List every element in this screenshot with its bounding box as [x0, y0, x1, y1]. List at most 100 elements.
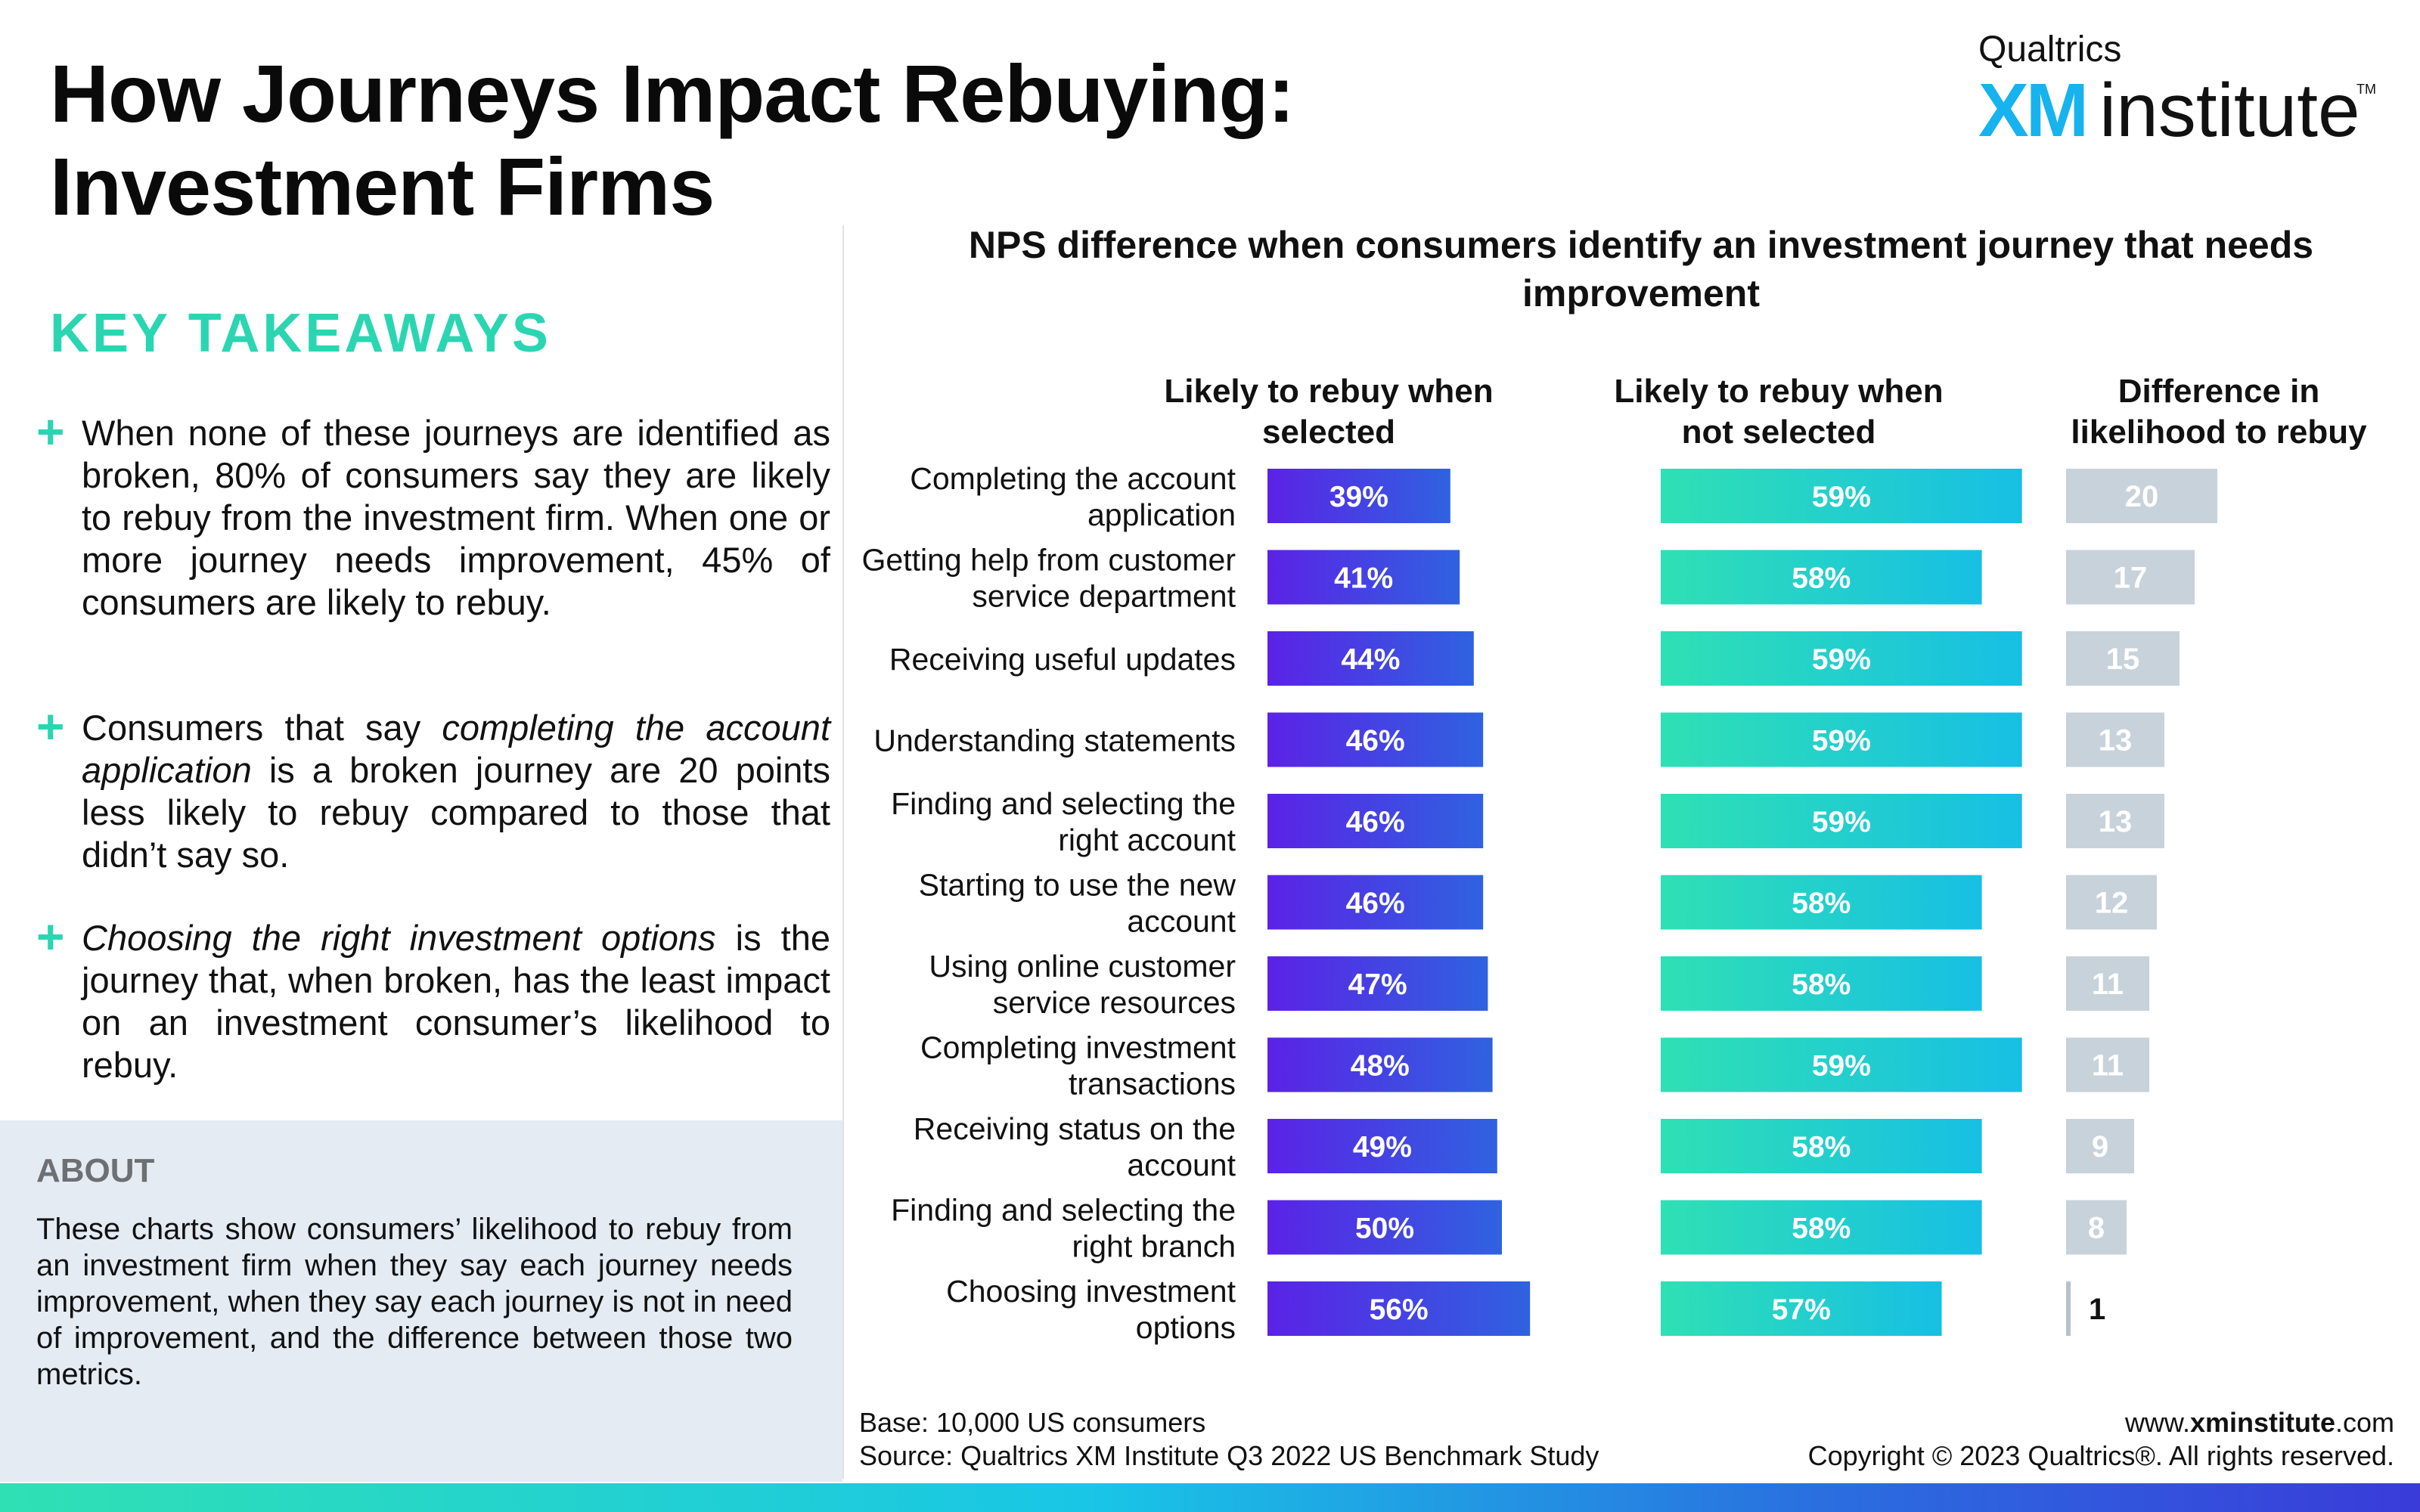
plus-icon: +: [36, 404, 65, 459]
data-label-series-2: 58%: [1792, 1213, 1851, 1245]
data-label-series-2: 57%: [1772, 1294, 1831, 1326]
footer-source: Source: Qualtrics XM Institute Q3 2022 U…: [859, 1440, 1599, 1471]
bar-series-2: [1661, 794, 2022, 848]
category-label: service department: [972, 579, 1236, 614]
data-label-series-1: 47%: [1348, 968, 1407, 1001]
bottom-gradient-strip: [0, 1483, 2420, 1512]
data-label-series-2: 58%: [1792, 562, 1851, 595]
bar-series-1: [1267, 550, 1460, 605]
logo-institute-word: institute: [2099, 68, 2360, 153]
page-title-line-1: How Journeys Impact Rebuying:: [50, 48, 1295, 139]
column-header-1: selected: [1262, 414, 1395, 451]
emphasis-text: completing the account application: [82, 708, 830, 790]
data-label-series-1: 46%: [1346, 725, 1405, 758]
bar-series-2: [1661, 631, 2022, 686]
column-header-3: likelihood to rebuy: [2071, 414, 2367, 451]
bar-series-1: [1267, 1281, 1531, 1336]
data-label-series-2: 59%: [1812, 643, 1871, 676]
bar-series-2: [1661, 469, 2022, 523]
data-label-series-1: 41%: [1334, 562, 1393, 595]
logo-company-name: Qualtrics: [1978, 29, 2122, 70]
bar-series-3: [2066, 631, 2180, 686]
about-panel: ABOUT These charts show consumers’ likel…: [0, 1120, 842, 1482]
data-label-series-3: 8: [2088, 1212, 2105, 1245]
page-title-line-2: Investment Firms: [50, 141, 715, 233]
data-label-series-2: 59%: [1812, 1050, 1871, 1083]
bar-series-1: [1267, 1200, 1502, 1255]
category-label: application: [1087, 497, 1236, 532]
bar-series-3: [2066, 1037, 2149, 1092]
data-label-series-1: 50%: [1355, 1213, 1414, 1245]
data-label-series-1: 56%: [1370, 1294, 1429, 1326]
bar-series-3: [2066, 1281, 2071, 1336]
category-label: Getting help from customer: [862, 543, 1236, 578]
bar-series-3: [2066, 1119, 2134, 1173]
data-label-series-3: 12: [2095, 887, 2129, 920]
footer-website[interactable]: www.xminstitute.com: [1808, 1406, 2394, 1439]
data-label-series-3: 11: [2092, 968, 2124, 1001]
data-label-series-1: 48%: [1351, 1050, 1410, 1083]
takeaway-text: Choosing the right investment options is…: [82, 918, 830, 1085]
about-heading: ABOUT: [36, 1152, 155, 1189]
data-label-series-3: 15: [2106, 643, 2140, 676]
about-text: These charts show consumers’ likelihood …: [36, 1213, 793, 1391]
category-label: Choosing investment: [946, 1274, 1236, 1309]
category-label: options: [1136, 1310, 1236, 1345]
logo-xm-mark: XM: [1978, 68, 2089, 153]
bar-series-1: [1267, 1119, 1497, 1173]
website-domain: xminstitute: [2189, 1407, 2335, 1438]
category-label: Completing the account: [910, 461, 1236, 496]
category-label: Starting to use the new: [919, 868, 1236, 903]
bar-series-2: [1661, 875, 1982, 930]
category-label: Receiving status on the: [914, 1111, 1236, 1146]
data-label-series-2: 58%: [1792, 1131, 1851, 1163]
data-label-series-3: 13: [2099, 805, 2133, 838]
bar-series-3: [2066, 712, 2164, 767]
bar-series-1: [1267, 875, 1484, 930]
category-label: right account: [1058, 823, 1236, 857]
column-header-3: Difference in: [2118, 373, 2320, 410]
footer-credit-block: www.xminstitute.com Copyright © 2023 Qua…: [1808, 1406, 2394, 1473]
bar-series-2: [1661, 1119, 1982, 1173]
data-label-series-2: 58%: [1792, 968, 1851, 1001]
bar-series-1: [1267, 631, 1474, 686]
website-suffix: .com: [2335, 1407, 2394, 1438]
bar-series-1: [1267, 1037, 1493, 1092]
category-label: transactions: [1069, 1067, 1236, 1101]
category-label: Finding and selecting the: [891, 786, 1236, 821]
data-label-series-3: 9: [2092, 1130, 2108, 1163]
page-title: How Journeys Impact Rebuying: Investment…: [50, 47, 1336, 233]
bar-series-2: [1661, 1281, 1942, 1336]
takeaway-text: When none of these journeys are identifi…: [82, 413, 830, 622]
plus-icon: +: [36, 909, 65, 964]
data-label-series-2: 59%: [1812, 481, 1871, 513]
bar-series-2: [1661, 1037, 2022, 1092]
column-header-2: Likely to rebuy when: [1614, 373, 1943, 410]
bar-series-2: [1661, 712, 2022, 767]
data-label-series-3: 13: [2099, 724, 2133, 758]
emphasis-text: Choosing the right investment options: [82, 918, 716, 958]
data-label-series-1: 46%: [1346, 806, 1405, 838]
data-label-series-3: 1: [2089, 1293, 2105, 1326]
chart-title: NPS difference when consumers identify a…: [968, 224, 2314, 314]
column-header-1: Likely to rebuy when: [1164, 373, 1493, 410]
logo-trademark: TM: [2356, 82, 2376, 97]
data-label-series-2: 58%: [1792, 888, 1851, 920]
vertical-divider: [842, 225, 844, 1479]
category-label: Finding and selecting the: [891, 1193, 1236, 1228]
website-prefix: www.: [2124, 1407, 2190, 1438]
data-label-series-1: 44%: [1341, 643, 1400, 676]
data-label-series-2: 59%: [1812, 725, 1871, 758]
footer-base: Base: 10,000 US consumers: [859, 1407, 1206, 1438]
data-label-series-1: 46%: [1346, 888, 1405, 920]
column-header-2: not selected: [1682, 414, 1876, 451]
data-label-series-3: 11: [2092, 1049, 2124, 1083]
key-takeaways-heading: KEY TAKEAWAYS: [50, 303, 551, 364]
data-label-series-3: 20: [2125, 480, 2159, 513]
bar-series-1: [1267, 956, 1488, 1011]
bar-series-2: [1661, 956, 1982, 1011]
category-label: Completing investment: [920, 1030, 1236, 1065]
takeaway-text: Consumers that say completing the accoun…: [82, 708, 830, 875]
data-label-series-2: 59%: [1812, 806, 1871, 838]
